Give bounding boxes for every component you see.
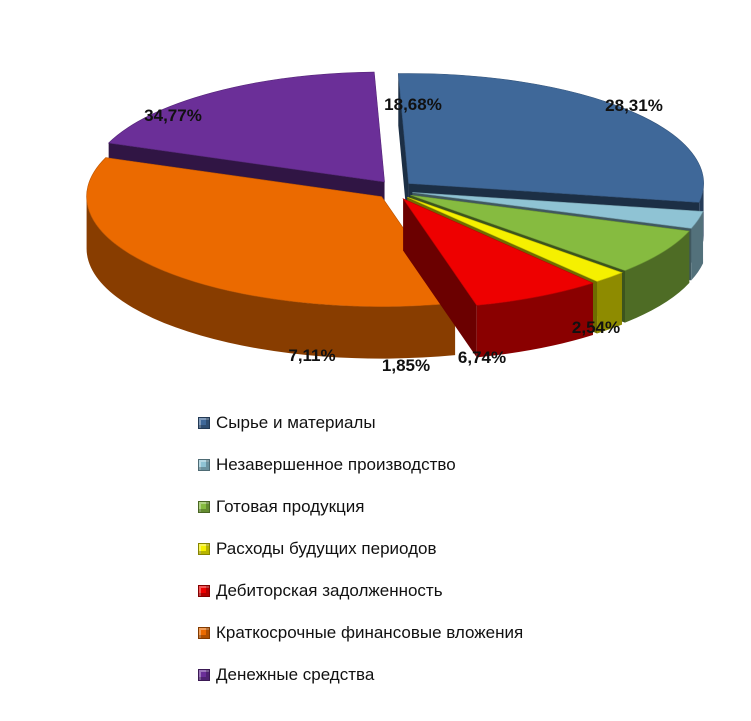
legend-label-deferred-expenses: Расходы будущих периодов — [216, 539, 437, 558]
slice-value-label: 28,31% — [605, 96, 663, 115]
legend-swatch-cash — [198, 669, 210, 681]
pie-slice-top — [108, 71, 385, 183]
pie-slice-top — [397, 73, 704, 203]
legend-swatch-deferred-expenses — [198, 543, 210, 555]
pie-slice — [86, 157, 456, 359]
legend-item-cash: Денежные средства — [198, 662, 718, 704]
legend-label-work-in-progress: Незавершенное производство — [216, 455, 456, 474]
legend-label-cash: Денежные средства — [216, 665, 375, 684]
legend-item-deferred-expenses: Расходы будущих периодов — [198, 536, 718, 578]
legend-swatch-work-in-progress — [198, 459, 210, 471]
legend-label-raw-materials: Сырье и материалы — [216, 413, 376, 432]
legend-label-short-term-investments: Краткосрочные финансовые вложения — [216, 623, 524, 642]
chart-legend: Сырье и материалы Незавершенное производ… — [198, 410, 718, 704]
legend-item-short-term-investments: Краткосрочные финансовые вложения — [198, 620, 718, 662]
slice-value-label: 1,85% — [382, 356, 430, 375]
pie-slice — [402, 198, 594, 358]
legend-label-receivables: Дебиторская задолженность — [216, 581, 443, 600]
pie-slice-side — [476, 283, 593, 358]
slice-value-label: 18,68% — [384, 95, 442, 114]
pie-slice-wall — [403, 198, 477, 358]
pie-slice-top — [412, 192, 704, 229]
slice-value-label: 7,11% — [288, 346, 335, 365]
pie-slice-side — [691, 211, 704, 281]
pie-slice-top — [410, 194, 690, 271]
legend-swatch-finished-goods — [198, 501, 210, 513]
legend-label-finished-goods: Готовая продукция — [216, 497, 365, 516]
legend-swatch-short-term-investments — [198, 627, 210, 639]
slice-value-label: 2,54% — [572, 318, 620, 337]
pie-slice-top — [86, 157, 456, 307]
pie-slice-side — [86, 196, 456, 359]
pie-slice-wall — [398, 73, 409, 236]
legend-item-work-in-progress: Незавершенное производство — [198, 452, 718, 494]
pie-slice-top — [402, 198, 594, 306]
legend-swatch-receivables — [198, 585, 210, 597]
slice-value-label: 6,74% — [458, 348, 506, 367]
legend-swatch-raw-materials — [198, 417, 210, 429]
slice-value-label: 34,77% — [144, 106, 202, 125]
pie-slice-side — [597, 272, 622, 334]
pie-slice-side — [625, 231, 690, 323]
pie-slice-top — [407, 196, 623, 282]
legend-item-finished-goods: Готовая продукция — [198, 494, 718, 536]
legend-item-raw-materials: Сырье и материалы — [198, 410, 718, 452]
legend-item-receivables: Дебиторская задолженность — [198, 578, 718, 620]
